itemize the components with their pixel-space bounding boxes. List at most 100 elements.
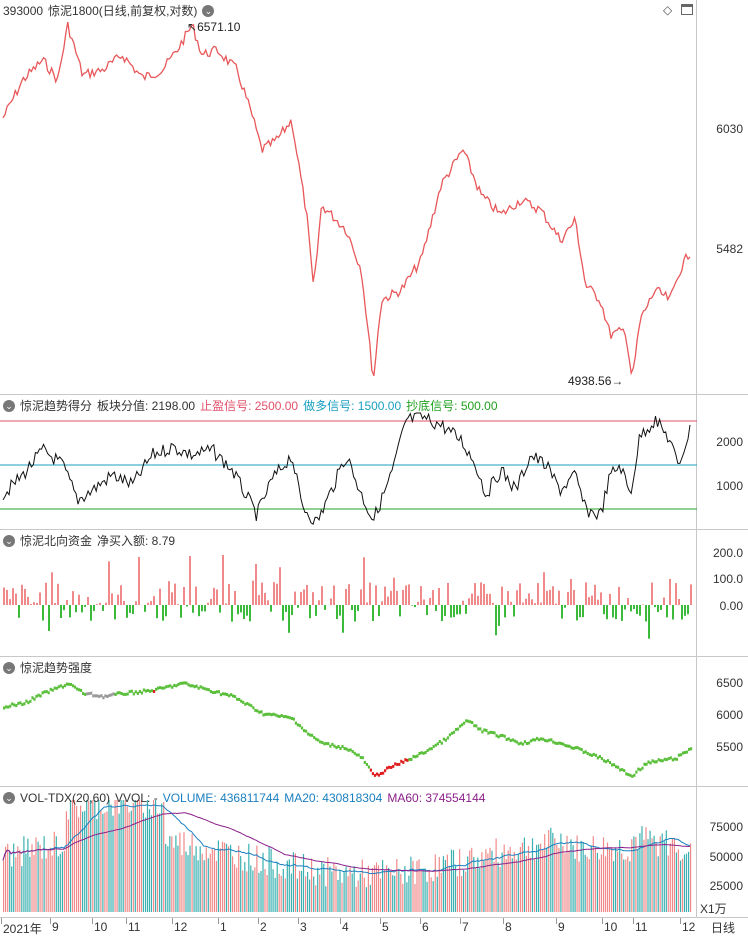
diamond-icon[interactable]: ◇: [663, 3, 673, 17]
volume-up-bar: [459, 849, 461, 912]
northbound-plot[interactable]: ⌄ 惊泥北向资金 净买入额: 8.79: [0, 530, 697, 656]
collapse-icon[interactable]: ⌄: [3, 661, 15, 674]
volume-down-bar: [150, 815, 153, 912]
strength-dot: [590, 753, 593, 757]
volume-down-bar: [623, 859, 625, 912]
volume-up-bar: [554, 838, 556, 912]
strength-dot: [483, 728, 486, 732]
collapse-icon[interactable]: ⌄: [3, 399, 15, 412]
strength-dot: [661, 759, 664, 763]
price-plot[interactable]: 393000 惊泥1800 (日线,前复权,对数) ⌄ ↖6571.10 493…: [0, 0, 697, 394]
chevron-down-icon[interactable]: ⌄: [202, 4, 215, 17]
volume-down-bar: [359, 873, 361, 912]
inflow-bar: [366, 602, 368, 605]
volume-down-bar: [300, 870, 303, 912]
strength-dot: [288, 716, 291, 720]
inflow-bar: [189, 556, 191, 605]
strength-dot: [422, 751, 425, 755]
volume-up-bar: [556, 845, 558, 912]
volume-up-bar: [132, 803, 134, 912]
volume-up-bar: [481, 852, 483, 912]
strength-dot: [651, 759, 654, 763]
outflow-bar: [630, 605, 632, 612]
volume-down-bar: [665, 830, 667, 912]
strength-dot: [456, 727, 460, 731]
inflow-bar: [360, 589, 362, 605]
trend-score-plot[interactable]: ⌄ 惊泥趋势得分 板块分值: 2198.00 止盈信号: 2500.00 做多信…: [0, 395, 697, 529]
outflow-bar: [315, 605, 317, 616]
strength-plot[interactable]: ⌄ 惊泥趋势强度: [0, 657, 697, 786]
strength-dot: [142, 688, 145, 692]
date-label: 10: [604, 920, 618, 934]
inflow-bar: [408, 584, 410, 605]
strength-dot: [491, 731, 494, 734]
outflow-bar: [687, 605, 689, 615]
volume-up-bar: [305, 876, 307, 912]
strength-dot: [49, 687, 52, 691]
inflow-bar: [117, 594, 119, 605]
volume-down-bar: [230, 844, 232, 912]
north-tick: 200.0: [712, 546, 743, 560]
strength-dot: [234, 695, 237, 699]
volume-down-bar: [155, 800, 157, 912]
strength-dot: [544, 739, 547, 742]
period-selector[interactable]: 日线: [711, 921, 736, 935]
strength-dot: [67, 682, 70, 686]
strength-dot: [459, 724, 462, 728]
strength-dot: [193, 685, 196, 689]
outflow-bar: [192, 605, 194, 613]
strength-panel[interactable]: ⌄ 惊泥趋势强度 6500 6000 5500: [0, 657, 748, 787]
volume-up-bar: [47, 850, 49, 912]
volume-up-bar: [513, 851, 515, 912]
volume-down-bar: [444, 859, 446, 912]
collapse-icon[interactable]: ⌄: [3, 534, 15, 547]
inflow-bar: [567, 592, 569, 605]
volume-down-bar: [523, 837, 525, 912]
volume-up-bar: [333, 863, 335, 912]
volume-up-bar: [651, 838, 653, 912]
volume-down-bar: [146, 800, 149, 912]
volume-down-bar: [148, 809, 151, 912]
inflow-bar: [483, 583, 485, 605]
inflow-bar: [168, 581, 170, 605]
volume-up-bar: [446, 854, 448, 912]
inflow-bar: [9, 599, 11, 605]
strength-dot: [639, 768, 642, 772]
volume-up-bar: [386, 865, 388, 912]
strength-dot: [298, 724, 302, 728]
strength-dot: [110, 693, 113, 697]
collapse-icon[interactable]: ⌄: [3, 791, 15, 804]
strength-dot: [59, 684, 62, 688]
volume-down-bar: [29, 856, 31, 912]
trend-score-panel[interactable]: ⌄ 惊泥趋势得分 板块分值: 2198.00 止盈信号: 2500.00 做多信…: [0, 395, 748, 530]
volume-up-bar: [631, 839, 633, 912]
strength-dot: [375, 772, 379, 776]
volume-up-bar: [223, 842, 226, 912]
volume-down-bar: [307, 872, 309, 912]
volume-down-bar: [653, 835, 655, 912]
strength-dot: [104, 694, 107, 698]
outflow-bar: [42, 605, 44, 621]
outflow-bar: [18, 605, 20, 618]
price-panel[interactable]: 393000 惊泥1800 (日线,前复权,对数) ⌄ ↖6571.10 493…: [0, 0, 748, 395]
strength-dot: [205, 687, 208, 691]
northbound-panel[interactable]: ⌄ 惊泥北向资金 净买入额: 8.79 200.0 100.0 0.00: [0, 530, 748, 657]
volume-up-bar: [157, 813, 159, 912]
inflow-bar: [516, 590, 518, 605]
inflow-bar: [555, 603, 557, 605]
outflow-bar: [291, 605, 293, 615]
strength-dot: [134, 690, 137, 694]
volume-down-bar: [130, 810, 132, 912]
window-icon[interactable]: [681, 4, 693, 15]
volume-plot[interactable]: ⌄ VOL-TDX(20,60) VVOL: - VOLUME: 4368117…: [0, 787, 697, 917]
volume-down-bar: [159, 813, 161, 912]
volume-up-bar: [315, 885, 317, 912]
outflow-bar: [198, 605, 200, 617]
strength-dot: [197, 686, 200, 690]
strength-dot: [631, 774, 634, 778]
inflow-bar: [642, 604, 644, 605]
volume-panel[interactable]: ⌄ VOL-TDX(20,60) VVOL: - VOLUME: 4368117…: [0, 787, 748, 917]
strength-dot: [232, 694, 235, 698]
inflow-bar: [348, 584, 350, 605]
strength-dot: [102, 696, 105, 700]
